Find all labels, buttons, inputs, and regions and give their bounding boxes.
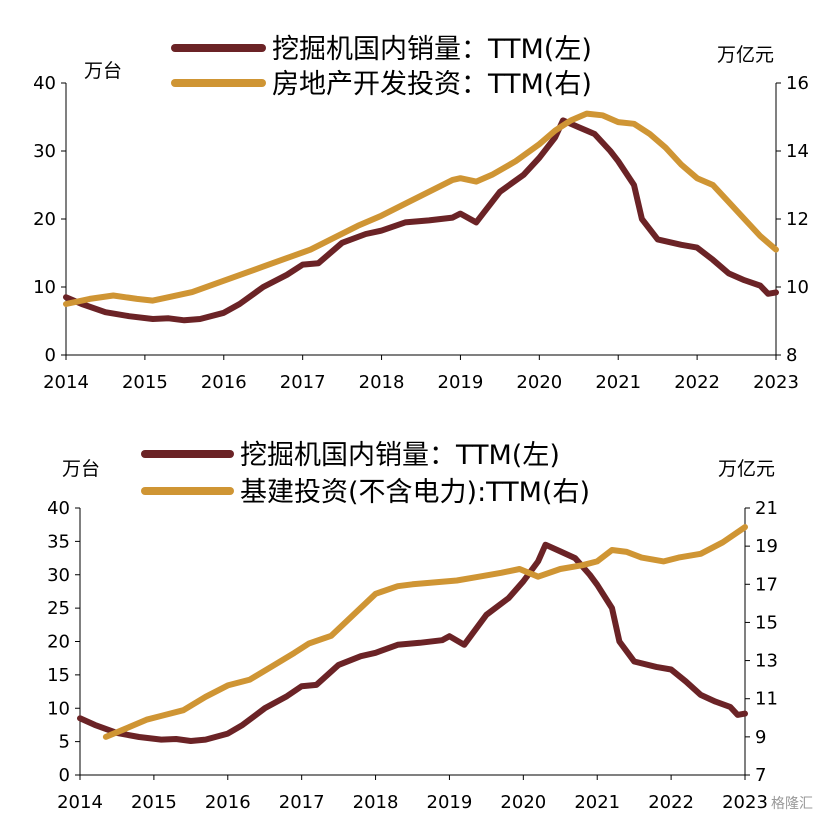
- x-tick-label: 2016: [201, 372, 247, 393]
- legend-label-excavator: 挖掘机国内销量：TTM(左): [272, 34, 592, 65]
- left-tick-label: 20: [47, 632, 70, 653]
- right-tick-label: 7: [755, 765, 766, 786]
- x-tick-label: 2019: [427, 792, 473, 813]
- left-tick-label: 35: [47, 531, 70, 552]
- left-tick-label: 15: [47, 665, 70, 686]
- x-tick-label: 2020: [500, 792, 546, 813]
- chart-real-estate: 万台 万亿元 挖掘机国内销量：TTM(左) 房地产开发投资：TTM(右) 0 10…: [33, 34, 809, 393]
- legend-label-investment: 基建投资(不含电力):TTM(右): [240, 477, 590, 508]
- left-unit-label: 万台: [62, 458, 100, 480]
- right-tick-label: 12: [786, 209, 809, 230]
- left-tick-label: 10: [47, 698, 70, 719]
- x-tick-label: 2015: [122, 372, 168, 393]
- x-tick-label: 2021: [595, 372, 641, 393]
- left-tick-label: 5: [59, 732, 70, 753]
- right-tick-label: 11: [755, 689, 778, 710]
- left-tick-label: 0: [45, 345, 56, 366]
- left-tick-label: 30: [33, 141, 56, 162]
- right-tick-label: 14: [786, 141, 809, 162]
- right-tick-label: 15: [755, 612, 778, 633]
- right-tick-label: 21: [755, 498, 778, 519]
- right-tick-label: 9: [755, 727, 766, 748]
- right-tick-label: 8: [786, 345, 797, 366]
- chart-infrastructure: 万台 万亿元 挖掘机国内销量：TTM(左) 基建投资(不含电力):TTM(右) …: [47, 440, 778, 813]
- right-tick-label: 16: [786, 73, 809, 94]
- legend: 挖掘机国内销量：TTM(左) 房地产开发投资：TTM(右): [171, 34, 592, 100]
- x-tick-label: 2018: [353, 792, 399, 813]
- left-tick-label: 0: [59, 765, 70, 786]
- x-tick-label: 2022: [674, 372, 720, 393]
- left-tick-label: 40: [47, 498, 70, 519]
- right-unit-label: 万亿元: [718, 458, 775, 480]
- x-tick-label: 2020: [516, 372, 562, 393]
- series-line-excavator: [77, 541, 748, 744]
- series-line-investment: [63, 110, 779, 307]
- x-tick-label: 2019: [438, 372, 484, 393]
- left-tick-label: 30: [47, 565, 70, 586]
- right-tick-label: 17: [755, 574, 778, 595]
- x-tick-label: 2021: [574, 792, 620, 813]
- x-tick-label: 2018: [359, 372, 405, 393]
- legend-label-investment: 房地产开发投资：TTM(右): [272, 69, 592, 100]
- left-unit-label: 万台: [84, 60, 122, 82]
- legend: 挖掘机国内销量：TTM(左) 基建投资(不含电力):TTM(右): [141, 440, 590, 508]
- right-tick-label: 10: [786, 277, 809, 298]
- legend-label-excavator: 挖掘机国内销量：TTM(左): [240, 440, 560, 471]
- series-line-excavator: [63, 117, 779, 324]
- right-tick-label: 13: [755, 651, 778, 672]
- series-line-investment: [102, 524, 748, 740]
- x-tick-label: 2015: [131, 792, 177, 813]
- left-tick-label: 40: [33, 73, 56, 94]
- left-tick-label: 25: [47, 598, 70, 619]
- right-tick-label: 19: [755, 536, 778, 557]
- x-tick-label: 2017: [280, 372, 326, 393]
- x-tick-label: 2022: [648, 792, 694, 813]
- right-unit-label: 万亿元: [717, 44, 774, 66]
- left-tick-label: 10: [33, 277, 56, 298]
- watermark: 格隆汇: [771, 796, 813, 812]
- left-tick-label: 20: [33, 209, 56, 230]
- x-tick-label: 2014: [43, 372, 89, 393]
- x-tick-label: 2023: [722, 792, 768, 813]
- x-tick-label: 2017: [279, 792, 325, 813]
- x-tick-label: 2014: [57, 792, 103, 813]
- x-tick-label: 2023: [753, 372, 799, 393]
- x-tick-label: 2016: [205, 792, 251, 813]
